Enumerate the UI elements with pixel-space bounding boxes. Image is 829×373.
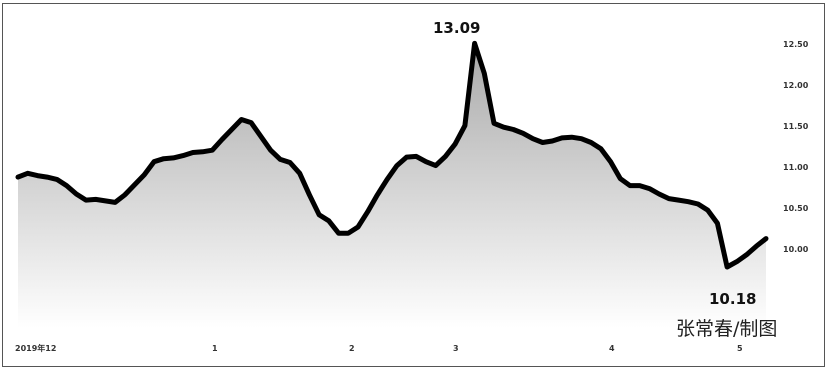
y-tick-label: 11.00 — [783, 163, 809, 172]
y-tick-label: 11.50 — [783, 122, 809, 131]
max-value-label: 13.09 — [433, 19, 480, 37]
series-line — [15, 40, 769, 270]
y-tick-label: 12.00 — [783, 81, 809, 90]
x-tick-label: 3 — [453, 344, 459, 353]
y-tick-label: 12.50 — [783, 40, 809, 49]
series-area — [18, 43, 766, 329]
x-tick-label: 1 — [212, 344, 218, 353]
x-tick-label: 2 — [349, 344, 355, 353]
y-tick-label: 10.50 — [783, 204, 809, 213]
chart-credit: 张常春/制图 — [676, 318, 778, 340]
min-value-label: 10.18 — [709, 290, 756, 308]
y-tick-label: 10.00 — [783, 245, 809, 254]
x-tick-label: 4 — [609, 344, 615, 353]
x-tick-label: 5 — [737, 344, 743, 353]
x-tick-label: 2019年12 — [15, 343, 56, 353]
